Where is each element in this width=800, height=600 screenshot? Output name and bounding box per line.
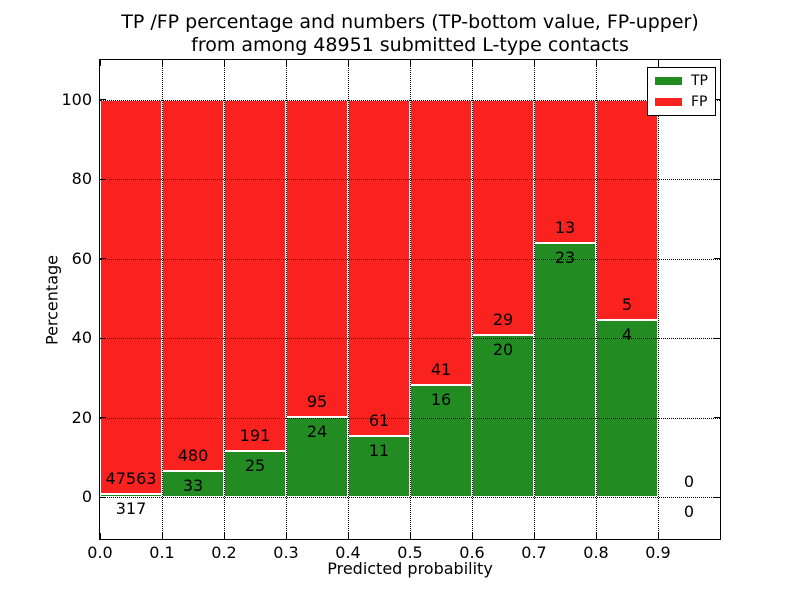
bar-fp-segment: [410, 99, 472, 386]
y-tick-mark: [714, 496, 720, 498]
legend-label: FP: [691, 94, 708, 110]
y-tick-label: 40: [71, 328, 92, 347]
fp-count-label: 13: [554, 218, 576, 238]
x-tick-mark: [285, 60, 287, 66]
x-tick-mark: [409, 60, 411, 66]
y-tick-mark: [100, 496, 106, 498]
y-tick-label: 100: [61, 89, 92, 109]
tp-count-label: 11: [368, 441, 390, 461]
x-tick-label: 0.0: [87, 543, 113, 562]
fp-count-label: 95: [306, 391, 328, 411]
bar-fp-segment: [162, 99, 224, 472]
x-tick-mark: [533, 533, 535, 539]
x-tick-mark: [347, 60, 349, 66]
legend-item-fp: FP: [655, 94, 708, 110]
x-tick-mark: [409, 533, 411, 539]
tp-count-label: 4: [621, 325, 633, 345]
y-tick-mark: [100, 99, 106, 100]
bar-tp-segment: [472, 334, 534, 497]
x-tick-mark: [99, 60, 101, 66]
fp-count-label: 61: [368, 411, 390, 431]
y-tick-mark: [714, 417, 720, 418]
chart-title-line1: TP /FP percentage and numbers (TP-bottom…: [121, 11, 699, 33]
fp-count-label: 47563: [105, 469, 157, 489]
x-tick-mark: [471, 533, 473, 539]
x-tick-mark: [347, 533, 349, 539]
x-tick-label: 0.4: [335, 543, 361, 562]
fp-count-label: 480: [177, 446, 209, 466]
x-tick-mark: [161, 60, 163, 66]
x-tick-label: 0.8: [583, 543, 609, 562]
gridline-v: [658, 60, 659, 539]
bar-tp-segment: [224, 450, 286, 497]
y-tick-mark: [714, 337, 720, 339]
x-tick-label: 0.7: [521, 543, 547, 562]
tp-count-label: 24: [306, 421, 328, 441]
y-tick-label: 60: [71, 248, 92, 268]
tp-count-label: 25: [244, 455, 266, 475]
plot-area: TP FP 47563 317 480 33 191 25 95 24 61 11 41 16 29 20 1…: [99, 59, 721, 540]
x-tick-label: 0.2: [211, 543, 237, 562]
tp-count-label: 23: [554, 248, 576, 268]
y-tick-mark: [714, 178, 720, 180]
fp-count-label: 41: [430, 360, 452, 380]
y-tick-label: 20: [71, 407, 92, 427]
bar-fp-segment: [348, 99, 410, 437]
y-tick-mark: [100, 258, 106, 259]
bar-tp-segment: [162, 471, 224, 497]
x-tick-mark: [471, 60, 473, 66]
tp-count-label: 20: [492, 339, 514, 359]
x-tick-mark: [657, 60, 659, 66]
legend-swatch-fp: [655, 98, 682, 106]
x-tick-label: 0.9: [645, 543, 671, 562]
bar-fp-segment: [472, 99, 534, 335]
x-tick-mark: [223, 60, 225, 66]
y-tick-mark: [714, 258, 720, 259]
tp-count-label: 16: [430, 390, 452, 410]
x-tick-label: 0.3: [273, 543, 299, 562]
fp-count-label: 5: [621, 295, 633, 315]
x-tick-mark: [595, 533, 597, 539]
x-tick-mark: [657, 533, 659, 539]
x-tick-label: 0.1: [149, 543, 175, 562]
x-tick-label: 0.6: [459, 543, 485, 562]
y-tick-label: 80: [71, 169, 92, 188]
fp-count-label: 29: [492, 309, 514, 329]
x-tick-mark: [533, 60, 535, 66]
bar-fp-segment: [224, 99, 286, 451]
bar-tp-segment: [534, 243, 596, 497]
tp-count-label: 33: [182, 476, 204, 496]
tp-count-label: 0: [683, 502, 695, 521]
chart-title-line2: from among 48951 submitted L-type contac…: [191, 33, 629, 56]
bar-fp-segment: [286, 99, 348, 417]
x-tick-label: 0.5: [397, 543, 423, 562]
gridline-h: [100, 497, 720, 498]
bar-tp-segment: [348, 436, 410, 497]
x-tick-mark: [223, 533, 225, 539]
x-tick-mark: [595, 60, 597, 66]
x-axis-label: Predicted probability: [327, 559, 493, 578]
chart-title: TP /FP percentage and numbers (TP-bottom…: [90, 11, 730, 56]
y-tick-mark: [100, 417, 106, 418]
fp-count-label: 0: [683, 472, 695, 491]
legend: TP FP: [647, 67, 716, 116]
bar-tp-segment: [596, 320, 658, 497]
legend-label: TP: [691, 73, 708, 89]
x-tick-mark: [99, 533, 101, 539]
x-tick-mark: [161, 533, 163, 539]
fp-count-label: 191: [239, 425, 271, 445]
legend-swatch-tp: [655, 77, 682, 85]
x-tick-mark: [285, 533, 287, 539]
y-tick-label: 0: [81, 487, 92, 506]
bar-tp-segment: [100, 494, 162, 497]
tp-count-label: 317: [115, 499, 147, 519]
y-tick-mark: [100, 337, 106, 339]
bar-fp-segment: [100, 99, 162, 495]
legend-item-tp: TP: [655, 73, 708, 89]
y-tick-mark: [100, 178, 106, 180]
bar-fp-segment: [596, 99, 658, 321]
